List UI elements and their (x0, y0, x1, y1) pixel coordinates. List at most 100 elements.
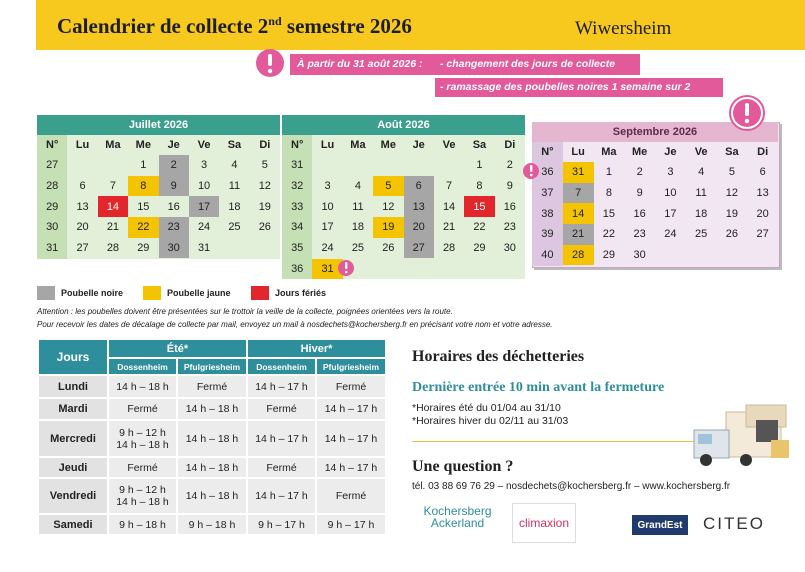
day-cell: 28 (562, 244, 594, 266)
day-cell: 29 (473, 242, 486, 255)
week-column (282, 135, 313, 280)
day-cell: 16 (503, 200, 516, 213)
month-header: Août 2026 (282, 115, 525, 135)
legend: Poubelle noire Poubelle jaune Jours fériés (37, 286, 437, 302)
day-cell: 9 (636, 187, 643, 200)
logo-text: Kochersberg (423, 504, 492, 518)
hours-cell: Fermé (246, 456, 317, 479)
day-cell: 15 (602, 207, 615, 220)
logo-kochersberg: Kochersberg Ackerland (415, 505, 500, 529)
title: Calendrier de collecte 2nd semestre 2026 (57, 14, 412, 39)
day-name: Vendredi (37, 477, 109, 515)
day-cell: 18 (695, 207, 708, 220)
hours-cell: 9 h – 18 h (107, 513, 178, 536)
weekday-header: Je (664, 146, 677, 158)
week-column (37, 135, 68, 259)
day-cell: 13 (403, 196, 434, 218)
weekday-header: Me (380, 139, 396, 151)
weekday-header: Me (135, 139, 151, 151)
legend-item: Poubelle jaune (143, 286, 231, 300)
day-cell: 19 (725, 207, 738, 220)
day-cell: 25 (695, 228, 708, 241)
hours-cell: Fermé (246, 397, 317, 421)
title-text: Calendrier de collecte 2 (57, 14, 269, 38)
info-note: *Horaires hiver du 02/11 au 31/03 (412, 415, 569, 427)
day-cell: 18 (228, 200, 241, 213)
weekday-header: N° (46, 139, 59, 151)
hours-cell: 14 h – 18 h (176, 456, 248, 479)
day-cell: 25 (351, 242, 365, 255)
divider (412, 441, 697, 442)
day-cell: 19 (258, 200, 271, 213)
day-cell: 8 (605, 187, 612, 200)
hours-line: 14 h – 18 h (116, 496, 169, 508)
day-cell: 21 (562, 224, 594, 245)
day-cell: 4 (354, 180, 361, 193)
month-header: Juillet 2026 (37, 115, 280, 135)
day-cell: 2 (158, 155, 189, 176)
header-row: Jours Été* Hiver* (37, 338, 387, 376)
day-cell: 31 (312, 258, 343, 280)
day-cell: 5 (373, 175, 404, 197)
day-cell: 29 (137, 242, 150, 255)
logo-citeo: CITEO (703, 514, 765, 533)
weekday-header: Lu (571, 146, 585, 158)
contact-line: tél. 03 88 69 76 29 – nosdechets@kochers… (412, 481, 731, 492)
week-number: 29 (46, 200, 59, 213)
weekday-header: Ve (442, 139, 456, 151)
info-note: *Horaires été du 01/04 au 31/10 (412, 402, 561, 414)
day-cell: 9 (506, 180, 513, 193)
title-sup: nd (268, 14, 282, 28)
hours-cell: 9 h – 12 h 14 h – 18 h (107, 419, 178, 458)
day-cell: 1 (605, 166, 612, 179)
day-cell: 22 (128, 217, 159, 238)
hours-cell: 14 h – 18 h (176, 477, 248, 515)
day-cell: 30 (158, 237, 189, 259)
logo-region: GrandEst (632, 515, 688, 535)
weekday-header: N° (291, 139, 304, 151)
day-cell: 30 (633, 249, 646, 262)
day-cell: 22 (602, 228, 615, 241)
day-cell: 6 (79, 180, 86, 193)
header-cell: Jours (37, 338, 109, 376)
day-cell: 5 (728, 166, 735, 179)
hours-line: 9 h – 12 h (119, 426, 166, 439)
day-cell: 15 (137, 200, 150, 213)
day-cell: 20 (756, 207, 769, 220)
hours-cell: 14 h – 18 h (176, 397, 248, 421)
day-cell: 27 (403, 237, 434, 259)
day-cell: 24 (321, 242, 334, 255)
logo-climaxion: climaxion (512, 503, 576, 543)
hours-cell: 9 h – 12 h 14 h – 18 h (107, 477, 178, 515)
day-cell: 7 (562, 182, 594, 204)
day-cell: 10 (197, 180, 211, 193)
week-number: 38 (541, 207, 554, 220)
day-cell: 7 (109, 180, 116, 193)
day-cell: 17 (188, 196, 220, 218)
month-header: Septembre 2026 (532, 122, 778, 142)
week-number: 36 (541, 166, 554, 179)
day-cell: 30 (503, 242, 516, 255)
notice-item: - ramassage des poubelles noires 1 semai… (440, 81, 691, 93)
day-cell: 5 (261, 159, 268, 172)
hours-cell: 14 h – 17 h (246, 419, 317, 458)
day-cell: 14 (97, 196, 129, 218)
weekday-header: Sa (227, 139, 242, 151)
day-cell: 19 (373, 217, 404, 238)
day-cell: 2 (506, 159, 513, 172)
hours-cell: 9 h – 17 h (246, 513, 317, 536)
day-cell: 3 (667, 166, 674, 179)
hours-cell: 9 h – 18 h (176, 513, 248, 536)
day-cell: 29 (602, 249, 615, 262)
notice-band (290, 54, 640, 75)
weekday-header: Ve (197, 139, 211, 151)
day-cell: 23 (503, 221, 516, 234)
week-number: 30 (46, 221, 59, 234)
weekday-header: Je (412, 139, 425, 151)
title-text: semestre 2026 (281, 14, 412, 38)
day-cell: 28 (442, 242, 456, 255)
week-number: 34 (291, 221, 304, 234)
day-cell: 27 (76, 242, 89, 255)
